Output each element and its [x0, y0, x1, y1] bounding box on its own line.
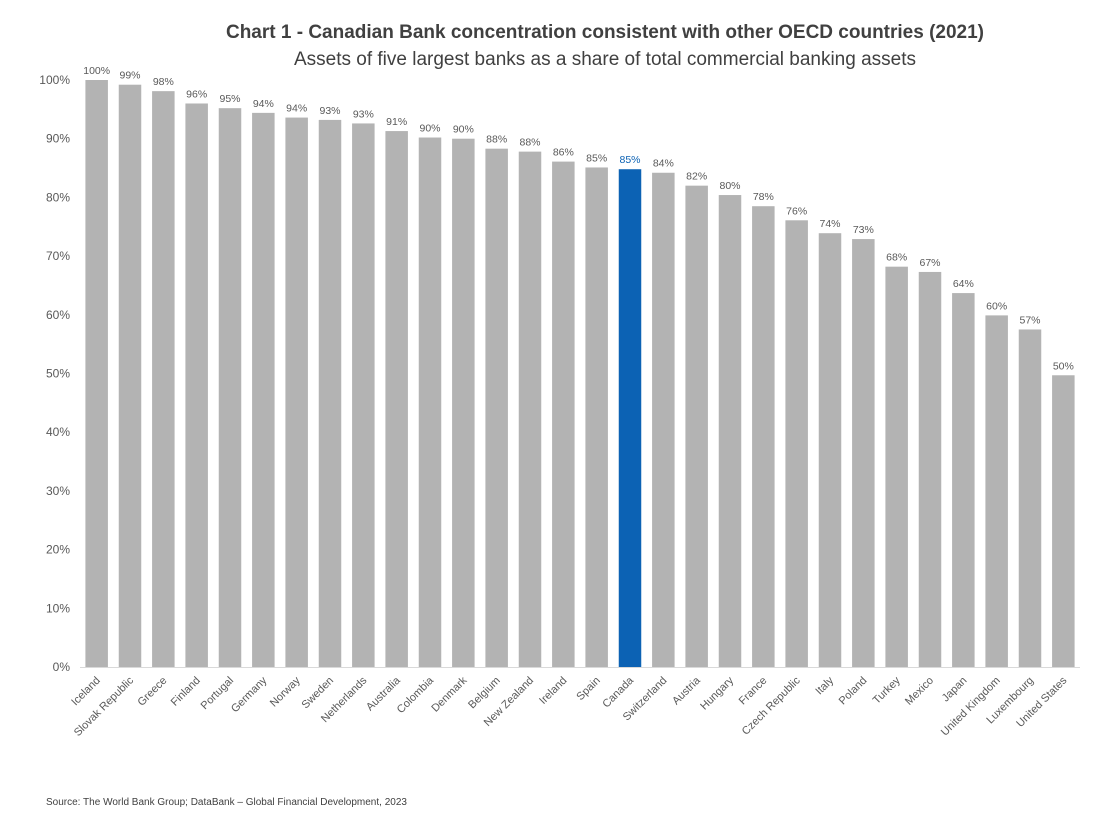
data-label: 68%: [886, 252, 907, 264]
bar: [818, 233, 842, 667]
x-tick-label: Greece: [135, 675, 169, 709]
bar: [418, 137, 442, 667]
bar: [252, 112, 275, 667]
bar: [918, 271, 942, 667]
bar: [185, 103, 208, 668]
bar: [218, 108, 242, 667]
y-tick-label: 80%: [46, 190, 70, 204]
x-tick-label: United Kingdom: [939, 675, 1003, 739]
data-label: 64%: [953, 278, 974, 290]
data-label: 50%: [1053, 360, 1074, 372]
bar: [385, 131, 408, 668]
x-tick-label: Czech Republic: [740, 674, 803, 737]
bar: [885, 266, 908, 667]
data-label: 90%: [419, 123, 440, 135]
data-label: 76%: [786, 205, 807, 217]
y-tick-label: 20%: [46, 543, 70, 557]
bar: [752, 206, 775, 667]
y-tick-label: 60%: [46, 308, 70, 322]
data-label: 67%: [919, 257, 940, 269]
x-tick-label: Ireland: [537, 675, 569, 707]
bar: [585, 167, 608, 667]
bar: [652, 172, 675, 667]
x-tick-label: Poland: [837, 675, 870, 708]
data-label: 60%: [986, 300, 1007, 312]
x-tick-label: France: [737, 675, 770, 708]
y-tick-label: 100%: [39, 73, 70, 87]
bar: [85, 80, 108, 667]
data-label: 82%: [686, 171, 707, 183]
data-label: 91%: [386, 116, 407, 128]
bar: [318, 119, 342, 667]
data-label: 85%: [619, 154, 640, 166]
bar: [552, 161, 575, 667]
bar: [485, 148, 508, 667]
x-tick-label: Mexico: [903, 675, 936, 708]
data-label: 84%: [653, 158, 674, 170]
data-label: 94%: [286, 103, 307, 115]
x-tick-label: Denmark: [429, 674, 469, 714]
bar: [452, 138, 475, 667]
data-label: 93%: [319, 105, 340, 117]
x-tick-label: Slovak Republic: [72, 674, 137, 739]
bar: [118, 84, 142, 668]
data-label: 88%: [486, 134, 507, 146]
bar: [985, 315, 1008, 667]
source-note: Source: The World Bank Group; DataBank –…: [46, 797, 407, 808]
bar: [785, 220, 808, 667]
bar: [285, 117, 308, 668]
data-label: 100%: [83, 65, 110, 77]
y-tick-label: 10%: [46, 601, 70, 615]
x-tick-label: Turkey: [871, 674, 903, 706]
bar: [352, 123, 375, 668]
x-tick-label: Japan: [940, 675, 970, 705]
x-tick-label: Norway: [268, 674, 303, 709]
bar: [852, 239, 875, 667]
data-label: 99%: [119, 70, 140, 82]
bar: [718, 195, 742, 667]
y-tick-label: 70%: [46, 249, 70, 263]
x-tick-label: Hungary: [698, 674, 736, 712]
x-tick-label: Colombia: [395, 674, 437, 716]
y-tick-label: 30%: [46, 484, 70, 498]
data-label: 90%: [453, 124, 474, 136]
x-tick-label: Germany: [229, 674, 270, 715]
data-label: 93%: [353, 108, 374, 120]
y-tick-label: 0%: [53, 660, 71, 674]
data-label: 98%: [153, 76, 174, 88]
data-label: 73%: [853, 224, 874, 236]
data-label: 96%: [186, 88, 207, 100]
y-tick-label: 90%: [46, 132, 70, 146]
data-label: 74%: [819, 218, 840, 230]
chart-title: Chart 1 - Canadian Bank concentration co…: [225, 22, 985, 43]
data-label: 86%: [553, 147, 574, 159]
x-tick-label: Italy: [813, 674, 836, 697]
data-label: 88%: [519, 137, 540, 149]
bar: [952, 293, 975, 667]
data-label: 95%: [219, 93, 240, 105]
bar: [1018, 329, 1042, 667]
bar: [518, 151, 542, 667]
data-label: 80%: [719, 180, 740, 192]
chart-subtitle: Assets of five largest banks as a share …: [293, 49, 917, 70]
bar: [1052, 375, 1075, 667]
data-label: 57%: [1019, 314, 1040, 326]
x-tick-label: Spain: [574, 675, 602, 703]
bar: [152, 91, 175, 667]
y-tick-label: 50%: [46, 367, 70, 381]
bar: [685, 185, 708, 667]
x-tick-label: Austria: [670, 674, 703, 707]
data-label: 94%: [253, 98, 274, 110]
data-label: 85%: [586, 152, 607, 164]
bar-highlight: [618, 169, 642, 667]
data-label: 78%: [753, 191, 774, 203]
y-tick-label: 40%: [46, 425, 70, 439]
